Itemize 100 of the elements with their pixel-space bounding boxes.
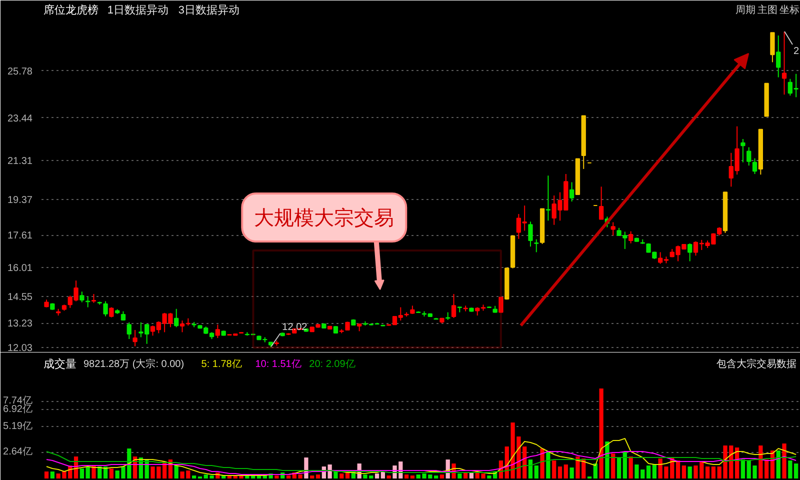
bar (546, 452, 550, 478)
bar (86, 466, 90, 478)
candlestick (752, 158, 758, 174)
bar (794, 464, 798, 478)
candlestick (498, 296, 504, 314)
candlestick (569, 182, 574, 202)
annotation: 大规模大宗交易 (254, 206, 394, 230)
y-tick-label: 16.01 (7, 262, 33, 274)
bar (776, 450, 780, 478)
bar (404, 474, 409, 478)
bar (458, 474, 462, 478)
candlestick (782, 31, 787, 96)
candlestick (770, 32, 775, 63)
bar (440, 474, 444, 478)
bar (652, 464, 656, 478)
bar (316, 474, 320, 478)
bar (345, 472, 350, 478)
y-tick-label: 14.55 (7, 292, 33, 304)
candlestick (610, 222, 616, 236)
bar (758, 446, 763, 478)
y-tick-label: 19.37 (7, 195, 33, 206)
bar (50, 472, 54, 478)
candlestick (80, 291, 84, 303)
y-tick-label: 21.31 (7, 156, 33, 168)
bar (782, 444, 786, 478)
text: 20: 2.09亿 (309, 359, 356, 370)
bar (740, 460, 746, 478)
annotation: 包含大宗交易数据 (716, 358, 797, 370)
candlestick (174, 308, 179, 328)
bar (522, 446, 527, 478)
y-tick-label: 13.23 (7, 318, 33, 330)
bar (676, 460, 680, 478)
bar (80, 468, 84, 478)
bar (611, 454, 616, 478)
bar (646, 466, 651, 478)
bar (628, 456, 633, 478)
candlestick (126, 322, 132, 340)
bar (540, 448, 544, 478)
bar (274, 476, 279, 478)
candlestick (628, 230, 634, 244)
y-tick-label: 5.19亿 (3, 421, 33, 432)
bar (705, 466, 710, 478)
bar (374, 474, 380, 478)
candlestick (103, 300, 108, 317)
candlestick (132, 329, 138, 347)
y-tick-label: 23.44 (7, 113, 33, 124)
candlestick (776, 34, 781, 78)
y-tick-label: 25.78 (7, 66, 33, 78)
bar (528, 460, 533, 478)
candlestick (598, 186, 604, 220)
bar (340, 474, 344, 478)
text: 成交量 (43, 358, 76, 370)
bar (593, 464, 598, 478)
bar (605, 442, 610, 478)
bar (552, 460, 556, 478)
annotation: 周期 (736, 4, 756, 16)
bar (570, 468, 574, 478)
bar (711, 466, 716, 478)
annotation: 坐标 (780, 4, 800, 16)
bar (688, 466, 692, 478)
annotation: 3日数据异动 (178, 4, 240, 16)
bar (534, 466, 538, 478)
y-tick-label: 6.92亿 (3, 404, 33, 415)
bar (334, 472, 338, 478)
annotation: 席位龙虎榜 (43, 4, 98, 16)
annotation: 主图 (758, 4, 778, 16)
candlestick (534, 238, 539, 253)
bar (44, 472, 49, 478)
bar (622, 452, 627, 478)
bar (682, 466, 686, 478)
text: 5: 1.78亿 (201, 359, 242, 370)
candlestick (688, 242, 692, 262)
y-tick-label: 17.61 (7, 230, 33, 242)
bar (487, 476, 492, 478)
text: 10: 1.51亿 (255, 359, 302, 370)
y-tick-label: 2.64亿 (3, 446, 33, 458)
bar (434, 476, 438, 478)
bar (564, 464, 568, 478)
bar (616, 458, 622, 478)
candlestick (546, 175, 551, 222)
candlestick (215, 324, 220, 339)
bar (788, 460, 792, 478)
bar (174, 466, 178, 478)
annotation: 12.02 (282, 322, 308, 333)
bar (109, 468, 114, 478)
candlestick (451, 294, 456, 318)
bar (386, 476, 391, 478)
annotation: 2 (794, 46, 800, 57)
bar (558, 466, 562, 478)
bar (192, 476, 196, 478)
bar (310, 476, 314, 478)
candlestick (109, 306, 114, 318)
candlestick (746, 146, 752, 166)
bar (286, 476, 291, 478)
bar (599, 388, 604, 478)
bar (410, 476, 415, 478)
candlestick (740, 138, 746, 163)
annotation: 1日数据异动 (107, 4, 169, 16)
text: 9821.28万 (大宗: 0.00) (83, 358, 184, 370)
bar (764, 460, 769, 478)
